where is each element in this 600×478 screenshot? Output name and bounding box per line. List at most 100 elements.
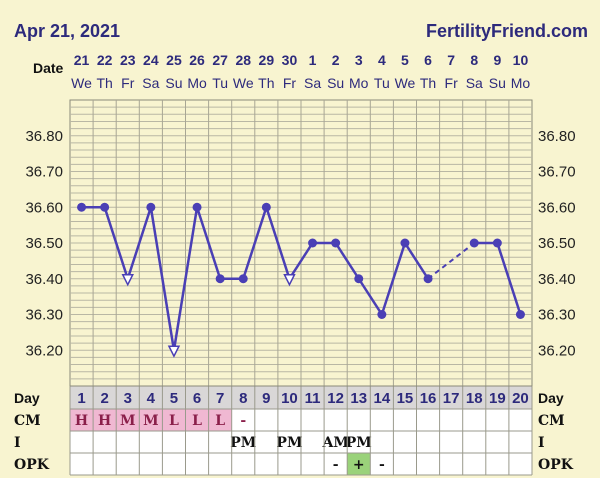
data-point [423,274,433,284]
date-header: 21We22Th23Fr24Sa25Su26Mo27Tu28We29Th30Fr… [71,52,530,91]
data-point [308,238,318,248]
y-tick-right: 36.70 [538,164,576,181]
day-number: 20 [512,390,529,407]
day-number: 12 [327,390,344,407]
series-segment [242,206,268,280]
day-label-right: Day [538,390,564,406]
y-tick-left: 36.40 [25,271,63,288]
row-label-right: OPK [538,457,574,473]
table-cell-highlight [162,409,186,431]
day-number: 15 [397,390,414,407]
date-number: 30 [282,52,298,68]
day-number: 8 [239,390,247,407]
series-segment [334,242,360,280]
row-label-left: OPK [14,457,50,473]
data-point [515,310,525,319]
series-segment [103,206,129,280]
table-cell-value: L [215,413,225,429]
weekday-label: Su [165,75,182,91]
y-tick-left: 36.60 [25,199,63,216]
date-number: 10 [513,52,529,68]
data-point [400,238,410,248]
series-dashed-segment [427,242,475,280]
day-number: 16 [420,390,437,407]
date-number: 5 [401,52,409,68]
row-label-left: CM [14,413,41,429]
y-axis-ticks: 36.80 36.80 36.70 36.70 36.60 36.60 36.50 36.50… [25,128,575,360]
weekday-label: We [71,75,92,91]
date-number: 3 [355,52,363,68]
row-label-left: I [14,435,21,451]
table-cell-value: L [192,413,202,429]
date-number: 23 [120,52,136,68]
date-number: 7 [447,52,455,68]
y-tick-right: 36.20 [538,342,576,359]
y-tick-left: 36.30 [25,307,63,324]
series-segment [172,207,199,351]
weekday-label: Su [489,75,506,91]
day-number: 2 [100,390,108,407]
day-number: 7 [216,390,224,407]
weekday-label: Fr [121,75,135,91]
y-tick-right: 36.50 [538,235,576,252]
date-number: 6 [424,52,432,68]
table-cell-highlight [116,409,140,431]
brand-name: FertilityFriend.com [426,21,588,41]
table-cell-value: - [333,457,339,473]
y-tick-right: 36.30 [538,307,576,324]
data-point [377,310,387,319]
day-number: 10 [281,390,298,407]
weekday-label: Su [327,75,344,91]
date-number: 1 [309,52,317,68]
day-number: 4 [147,390,156,407]
weekday-label: Mo [511,75,531,91]
row-label-right: CM [538,413,565,429]
table-cell-highlight [139,409,163,431]
data-point [354,274,364,284]
series-segment [126,206,153,280]
date-number: 26 [189,52,205,68]
series-segment [265,206,291,280]
weekday-label: Tu [374,75,390,91]
weekday-label: Tu [212,75,228,91]
weekday-label: We [233,75,254,91]
table-cell-highlight [70,409,94,431]
data-point-open [121,274,134,287]
day-number: 17 [443,390,460,407]
weekday-label: Th [258,75,274,91]
weekday-label: We [395,75,416,91]
date-number: 29 [259,52,275,68]
y-tick-left: 36.80 [25,128,63,145]
series-segment [288,242,314,280]
series-segment [496,242,522,315]
weekday-label: Mo [349,75,369,91]
day-number: 9 [262,390,270,407]
day-label-left: Day [14,390,40,406]
day-number: 1 [77,390,85,407]
weekday-label: Sa [466,75,483,91]
day-number: 18 [466,390,483,407]
date-number: 28 [235,52,251,68]
weekday-label: Th [96,75,112,91]
data-point [261,202,271,212]
table-cell-value: M [143,413,159,429]
row-label-right: I [538,435,545,451]
data-point [238,274,248,284]
table-cell-value: + [353,457,365,473]
table-cell-highlight [208,409,232,431]
weekday-label: Sa [142,75,159,91]
day-number: 6 [193,390,201,407]
date-number: 9 [493,52,501,68]
table-cell-value: PM [230,435,256,451]
data-point [469,238,479,248]
temperature-series [77,202,525,358]
series-segment [149,207,176,351]
plot-grid [69,99,533,387]
table-cell-value: - [240,413,246,429]
table-cell-value: PM [346,435,372,451]
table-cell-highlight [93,409,117,431]
table-cell-value: H [98,413,111,429]
table-cell-value: M [120,413,136,429]
